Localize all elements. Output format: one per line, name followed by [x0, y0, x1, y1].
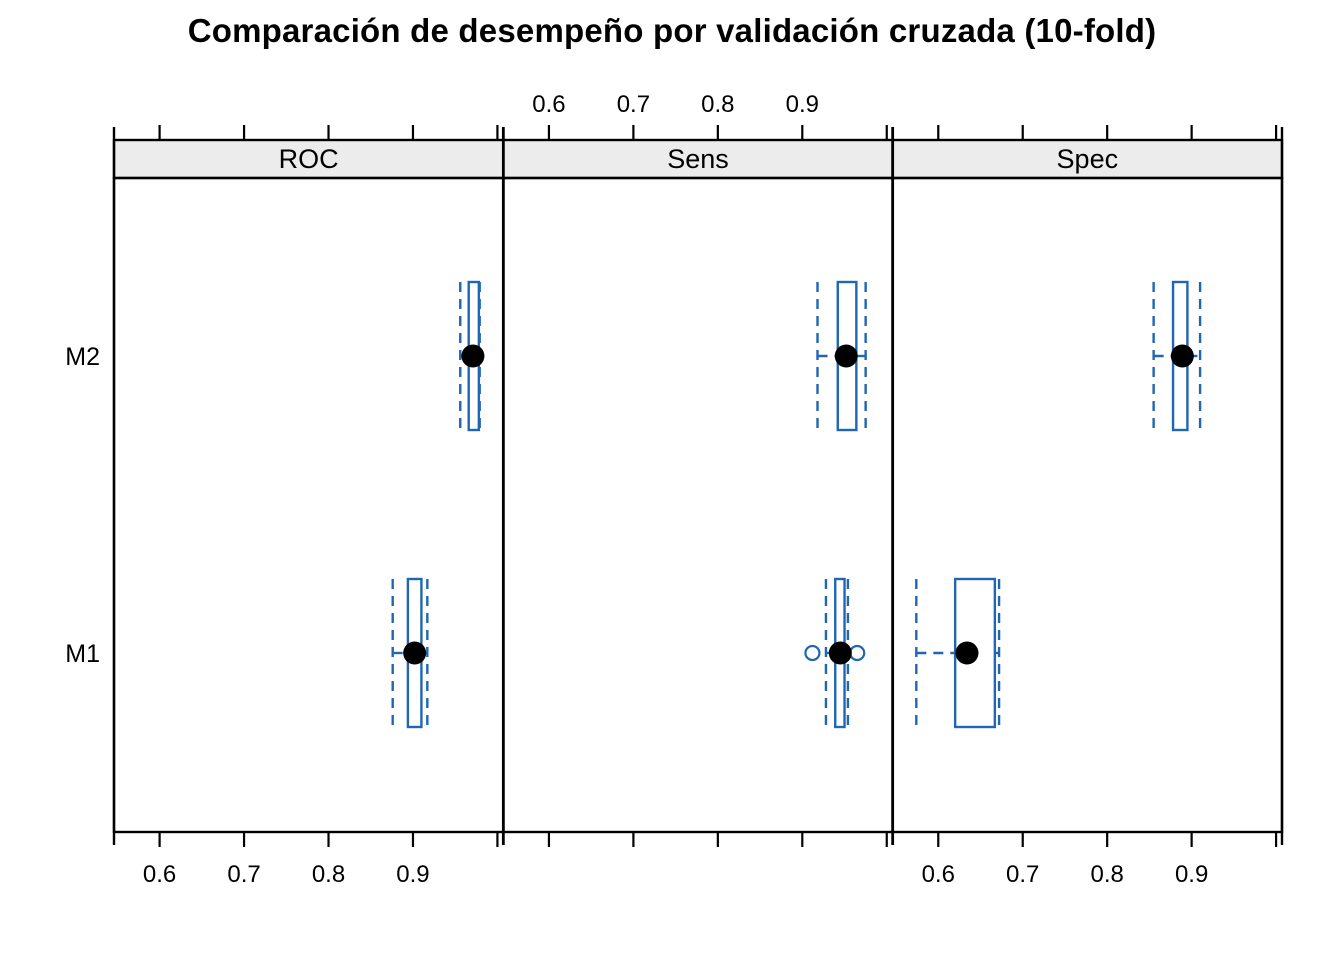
- median-dot-M2-Spec: [1170, 344, 1194, 368]
- top-tick-label: 0.8: [701, 91, 734, 118]
- top-tick-label: 0.7: [617, 91, 650, 118]
- bottom-tick-label: 0.7: [1006, 861, 1039, 888]
- strip-label-Spec: Spec: [1057, 144, 1119, 174]
- median-dot-M1-ROC: [403, 641, 427, 665]
- strip-label-Sens: Sens: [667, 144, 729, 174]
- bottom-tick-label: 0.8: [312, 861, 345, 888]
- median-dot-M2-ROC: [461, 344, 485, 368]
- strip-Sens: [502, 138, 894, 180]
- bottom-tick-label: 0.6: [922, 861, 955, 888]
- panel-Spec: [891, 176, 1284, 834]
- bottom-tick-label: 0.9: [396, 861, 429, 888]
- bottom-tick-label: 0.8: [1090, 861, 1123, 888]
- outlier-M1-Sens: [849, 644, 866, 662]
- box-M1-Spec: [953, 577, 997, 729]
- y-label-M2: M2: [65, 343, 100, 371]
- median-dot-M2-Sens: [834, 344, 858, 368]
- chart-title: Comparación de desempeño por validación …: [187, 12, 1157, 49]
- panel-Sens: [502, 176, 894, 834]
- median-dot-M1-Spec: [955, 641, 979, 665]
- top-tick-label: 0.9: [786, 91, 819, 118]
- median-dot-M1-Sens: [828, 641, 852, 665]
- bottom-tick-label: 0.9: [1175, 861, 1208, 888]
- strip-ROC: [112, 138, 505, 180]
- strip-label-ROC: ROC: [279, 144, 339, 174]
- bottom-tick-label: 0.7: [227, 861, 260, 888]
- outlier-M1-Sens: [804, 644, 821, 662]
- top-tick-label: 0.6: [532, 91, 565, 118]
- y-label-M1: M1: [65, 640, 100, 668]
- bottom-tick-label: 0.6: [143, 861, 176, 888]
- strip-Spec: [891, 138, 1284, 180]
- panel-ROC: [112, 176, 505, 834]
